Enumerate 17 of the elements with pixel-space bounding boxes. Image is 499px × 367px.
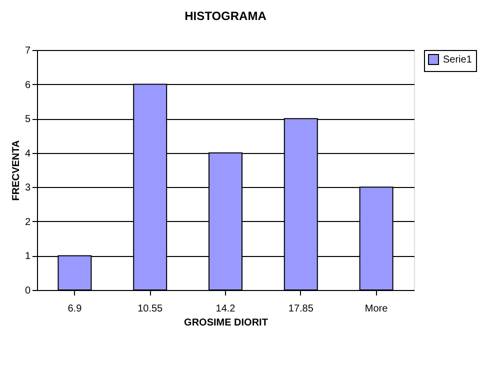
x-tick-label: 17.85	[288, 304, 314, 314]
y-axis-title: FRECVENTA	[10, 140, 22, 201]
y-tick-label: 3	[24, 182, 31, 194]
chart-title: HISTOGRAMA	[184, 9, 267, 23]
y-tick-label: 4	[24, 148, 31, 160]
x-tick-label: More	[364, 304, 388, 314]
x-tick-label: 6.9	[68, 304, 82, 314]
y-tick-label: 7	[24, 46, 31, 56]
y-tick-label: 5	[24, 114, 31, 126]
y-tick-label: 1	[24, 251, 31, 262]
y-tick-label: 0	[24, 286, 31, 296]
y-tick-label: 6	[24, 80, 31, 91]
x-axis-title: GROSIME DIORIT	[184, 318, 268, 328]
x-tick-label: 14.2	[216, 304, 236, 314]
legend-label: Serie1	[443, 54, 472, 66]
x-tick-label: 10.55	[138, 304, 164, 314]
y-tick-label: 2	[24, 216, 31, 228]
